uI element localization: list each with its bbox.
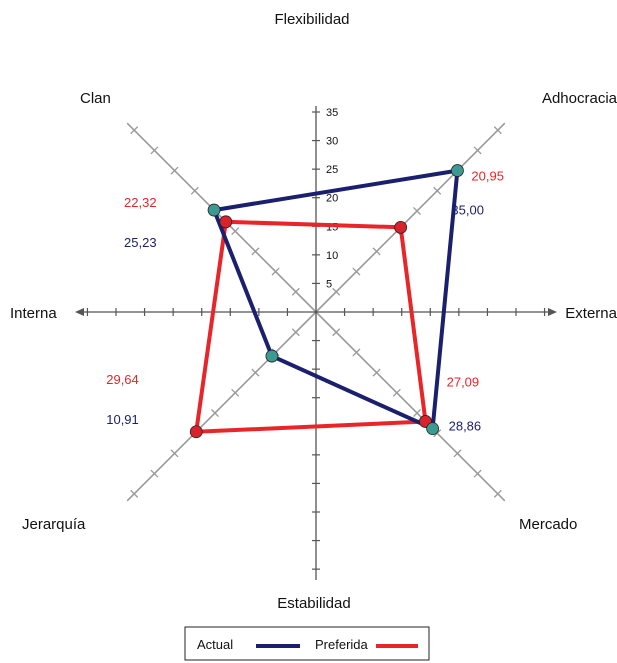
diagonal-tick xyxy=(251,247,260,256)
diagonal-tick xyxy=(332,287,341,296)
diagonal-tick xyxy=(352,267,361,276)
diagonal-tick xyxy=(413,409,422,418)
axis-title-left: Interna xyxy=(10,305,57,322)
diagonal-tick xyxy=(372,368,381,377)
legend: Actual Preferida xyxy=(184,626,430,661)
diagonal-tick xyxy=(231,388,240,397)
labels-layer: 22,32 25,23 20,95 35,00 27,09 28,86 29,64 10,91 xyxy=(106,169,504,434)
diagonal-axis-adhocracia xyxy=(315,122,506,313)
category-label-mercado: Mercado xyxy=(519,516,577,533)
tick-label: 30 xyxy=(326,136,338,148)
series-actual-point xyxy=(426,422,440,436)
diagonal-tick xyxy=(150,469,159,478)
diagonal-tick xyxy=(352,348,361,357)
category-label-clan: Clan xyxy=(80,90,111,107)
category-label-jerarquia: Jerarquía xyxy=(22,516,86,533)
tick-label: 35 xyxy=(326,107,338,119)
diagonal-axis-jerarquia xyxy=(126,311,317,502)
diagonal-tick xyxy=(210,409,219,418)
tick-label: 10 xyxy=(326,250,338,262)
diagonal-tick xyxy=(130,126,139,135)
diagonal-axis-mercado xyxy=(315,311,506,502)
data-label-actual: 25,23 xyxy=(124,235,157,250)
series-preferida-point xyxy=(189,425,203,439)
diagonal-tick xyxy=(251,368,260,377)
diagonal-tick xyxy=(231,227,240,236)
axis-title-top: Flexibilidad xyxy=(274,11,349,28)
series-actual-point xyxy=(265,349,279,363)
legend-label-preferida: Preferida xyxy=(315,637,369,652)
axis-title-bottom: Estabilidad xyxy=(277,595,350,612)
data-label-preferida: 27,09 xyxy=(447,375,480,390)
data-label-preferida: 20,95 xyxy=(471,169,504,184)
diagonal-tick xyxy=(190,186,199,195)
diagonal-tick xyxy=(473,469,482,478)
diagonal-tick xyxy=(433,429,442,438)
diagonal-tick xyxy=(413,206,422,215)
diagonal-tick xyxy=(170,449,179,458)
diagonal-tick xyxy=(130,489,139,498)
diagonal-tick xyxy=(150,146,159,155)
diagonal-tick xyxy=(493,126,502,135)
tick-label: 5 xyxy=(326,278,332,290)
data-label-actual: 28,86 xyxy=(449,419,482,434)
left-arrow xyxy=(75,308,84,316)
diagonal-tick xyxy=(332,328,341,337)
diagonal-tick xyxy=(473,146,482,155)
diagonal-tick xyxy=(372,247,381,256)
diagonal-tick xyxy=(271,267,280,276)
diagonal-tick xyxy=(392,388,401,397)
data-label-actual: 10,91 xyxy=(106,412,139,427)
series-preferida-point xyxy=(394,220,408,234)
diagonal-tick xyxy=(170,166,179,175)
data-label-actual: 35,00 xyxy=(451,203,484,218)
diagonal-tick xyxy=(433,186,442,195)
tick-label: 20 xyxy=(326,193,338,205)
diagonal-tick xyxy=(291,287,300,296)
series-actual-point xyxy=(451,164,464,177)
diagonal-tick xyxy=(291,328,300,337)
category-label-adhocracia: Adhocracia xyxy=(542,90,617,107)
diagonal-tick xyxy=(453,449,462,458)
axis-title-right: Externa xyxy=(565,305,617,322)
data-label-preferida: 22,32 xyxy=(124,195,157,210)
series-layer xyxy=(189,164,464,439)
legend-label-actual: Actual xyxy=(197,637,233,652)
series-preferida-point xyxy=(219,215,233,229)
tick-label: 25 xyxy=(326,164,338,176)
right-arrow xyxy=(548,308,557,316)
series-actual-point xyxy=(207,203,221,217)
data-label-preferida: 29,64 xyxy=(106,372,139,387)
diagonal-tick xyxy=(493,489,502,498)
legend-box xyxy=(184,626,430,661)
